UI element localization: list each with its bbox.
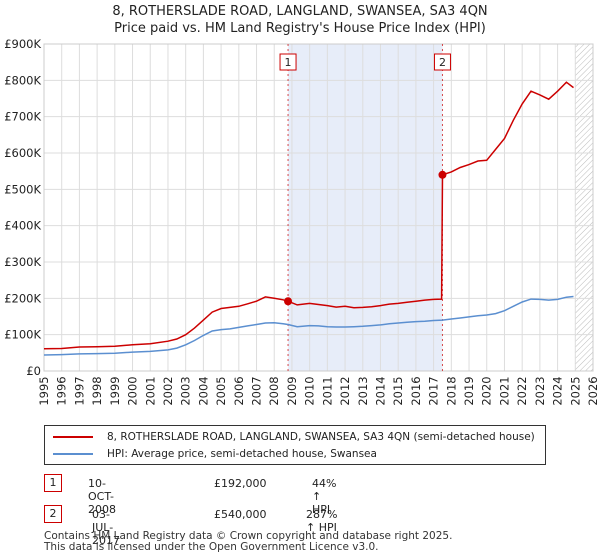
x-tick-label: 2020 xyxy=(480,376,494,405)
hatched-region xyxy=(575,44,593,371)
y-tick-label: £400K xyxy=(4,219,41,233)
chart-legend: 8, ROTHERSLADE ROAD, LANGLAND, SWANSEA, … xyxy=(44,425,546,465)
x-tick-label: 1998 xyxy=(90,376,104,405)
chart-plot: £0 £100K £200K £300K £400K £500K £600K £700K £80… xyxy=(4,37,600,406)
y-tick-label: £200K xyxy=(4,291,41,305)
x-tick-label: 2025 xyxy=(568,376,582,405)
x-tick-label: 1999 xyxy=(108,376,122,405)
sale-date: 10-OCT-2008 xyxy=(88,477,116,516)
x-tick-label: 2003 xyxy=(179,376,193,405)
annotation-box xyxy=(433,53,451,71)
footer-attribution: Contains HM Land Registry data © Crown c… xyxy=(44,531,452,553)
legend-label-hpi: HPI: Average price, semi-detached house,… xyxy=(107,448,377,460)
footer-line: Contains HM Land Registry data © Crown c… xyxy=(44,530,453,542)
sale-point xyxy=(438,170,447,179)
x-tick-label: 2010 xyxy=(303,376,317,405)
chart-subtitle: Price paid vs. HM Land Registry's House … xyxy=(114,21,486,36)
x-tick-label: 1995 xyxy=(37,376,51,405)
x-tick-label: 2013 xyxy=(356,376,370,405)
sale-price: £540,000 xyxy=(214,508,267,521)
x-tick-label: 2015 xyxy=(391,376,405,405)
x-tick-label: 2018 xyxy=(444,376,458,405)
annotation-label: 1 xyxy=(285,56,292,69)
sale-price: £192,000 xyxy=(214,477,267,490)
x-tick-label: 2022 xyxy=(515,376,529,405)
x-tick-label: 2016 xyxy=(409,376,423,405)
x-tick-label: 1996 xyxy=(55,376,69,405)
sale-point xyxy=(284,297,293,306)
x-tick-label: 2021 xyxy=(497,376,511,405)
x-tick-label: 1997 xyxy=(72,376,86,405)
legend-item-hpi: HPI: Average price, semi-detached house,… xyxy=(53,446,377,462)
sale-hpi-change: 287% ↑ HPI xyxy=(306,508,338,534)
y-tick-label: £0 xyxy=(26,364,41,378)
x-tick-label: 2006 xyxy=(232,376,246,405)
x-tick-label: 2005 xyxy=(214,376,228,405)
y-tick-label: £100K xyxy=(4,328,41,342)
x-tick-label: 2017 xyxy=(427,376,441,405)
sale-date: 03-JUL-2017 xyxy=(92,508,120,547)
shaded-region xyxy=(288,44,443,371)
x-tick-label: 2011 xyxy=(320,376,334,405)
y-tick-label: £300K xyxy=(4,255,41,269)
x-tick-label: 2001 xyxy=(143,376,157,405)
annotation-box xyxy=(279,53,297,71)
hpi-line xyxy=(43,295,574,356)
hpi-swatch xyxy=(53,453,93,455)
x-tick-label: 2014 xyxy=(373,376,387,405)
x-tick-label: 2024 xyxy=(551,376,565,405)
annotation-label: 2 xyxy=(439,56,446,69)
y-tick-label: £900K xyxy=(4,37,41,51)
sale-hpi-change: 44% ↑ HPI xyxy=(312,477,337,516)
chart-title: 8, ROTHERSLADE ROAD, LANGLAND, SWANSEA, … xyxy=(112,4,488,19)
footer-line: This data is licensed under the Open Gov… xyxy=(44,541,379,553)
sale-marker-badge: 1 xyxy=(44,474,62,492)
y-tick-label: £700K xyxy=(4,110,41,124)
legend-label-property: 8, ROTHERSLADE ROAD, LANGLAND, SWANSEA, … xyxy=(107,431,535,443)
y-tick-label: £500K xyxy=(4,182,41,196)
x-tick-label: 2007 xyxy=(250,376,264,405)
legend-item-property: 8, ROTHERSLADE ROAD, LANGLAND, SWANSEA, … xyxy=(53,429,535,445)
x-tick-label: 2019 xyxy=(462,376,476,405)
property-price-line xyxy=(43,81,574,350)
property-swatch xyxy=(53,436,93,438)
y-tick-label: £600K xyxy=(4,146,41,160)
x-tick-label: 2009 xyxy=(285,376,299,405)
x-tick-label: 2000 xyxy=(126,376,140,405)
x-tick-label: 2004 xyxy=(196,376,210,405)
sale-marker-badge: 2 xyxy=(44,505,62,523)
x-tick-label: 2012 xyxy=(338,376,352,405)
x-tick-label: 2023 xyxy=(533,376,547,405)
y-tick-label: £800K xyxy=(4,73,41,87)
x-tick-label: 2026 xyxy=(586,376,600,405)
x-tick-label: 2002 xyxy=(161,376,175,405)
plot-frame xyxy=(43,43,594,372)
x-tick-label: 2008 xyxy=(267,376,281,405)
